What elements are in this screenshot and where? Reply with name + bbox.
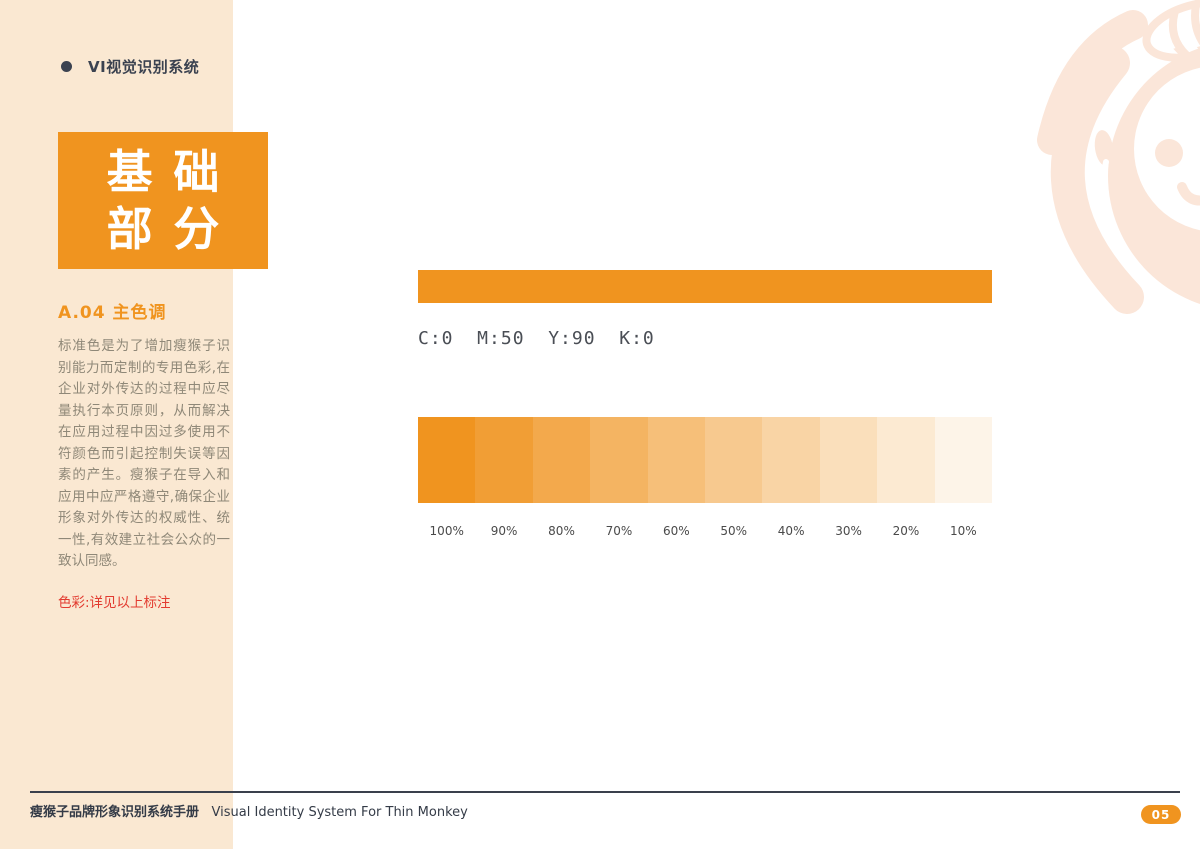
tint-swatch-40%	[762, 417, 820, 503]
footer-title-cn: 瘦猴子品牌形象识别系统手册	[30, 805, 200, 820]
tint-label-50%: 50%	[720, 524, 748, 538]
tint-label-80%: 80%	[548, 524, 575, 538]
tint-swatch-10%	[934, 417, 993, 503]
thin-monkey-logo-watermark	[1037, 0, 1200, 314]
tint-label-40%: 40%	[777, 524, 805, 538]
monkey-arm	[1037, 10, 1148, 155]
tint-label-90%: 90%	[490, 524, 518, 538]
section-title-line2: 部分	[106, 201, 241, 256]
footer-text: 瘦猴子品牌形象识别系统手册 Visual Identity System For…	[30, 801, 468, 820]
banana-icon	[1142, 0, 1200, 62]
tint-swatch-20%	[877, 417, 935, 503]
footer-title-en: Visual Identity System For Thin Monkey	[211, 805, 468, 820]
monkey-body-arc	[1050, 46, 1144, 314]
tint-label-100%: 100%	[429, 524, 464, 538]
color-note: 色彩:详见以上标注	[58, 595, 171, 611]
tint-swatch-70%	[590, 417, 648, 503]
header-title: VI视觉识别系统	[88, 58, 200, 76]
tint-swatch-90%	[475, 417, 533, 503]
header: VI视觉识别系统	[61, 56, 199, 77]
tint-label-70%: 70%	[605, 524, 633, 538]
tint-swatch-80%	[532, 417, 591, 503]
tint-label-20%: 20%	[892, 524, 920, 538]
section-body-text: 标准色是为了增加瘦猴子识别能力而定制的专用色彩,在企业对外传达的过程中应尽量执行…	[58, 338, 230, 569]
footer-divider	[30, 791, 1180, 793]
tint-swatch-50%	[705, 417, 763, 503]
tint-swatch-30%	[819, 417, 878, 503]
tint-swatch-100%	[418, 417, 476, 503]
page-number-badge: 05	[1141, 805, 1181, 824]
monkey-eye-icon	[1155, 139, 1183, 167]
section-title-line1: 基础	[106, 144, 241, 199]
cmyk-value-label: C:0 M:50 Y:90 K:0	[418, 328, 655, 349]
monkey-cheek-line	[1100, 159, 1112, 217]
primary-color-bar	[418, 270, 992, 303]
monkey-ear	[1094, 130, 1114, 166]
monkey-smile	[1177, 182, 1200, 206]
tint-scale	[418, 417, 993, 503]
section-title-box: 基础 部分	[58, 132, 268, 269]
tint-label-60%: 60%	[662, 524, 690, 538]
bullet-icon	[61, 61, 72, 72]
section-heading: A.04 主色调	[58, 303, 167, 323]
tint-label-30%: 30%	[835, 524, 862, 538]
tint-scale-labels: 100% 90% 80% 70% 60% 50% 40% 30% 20% 10%	[418, 524, 992, 538]
tint-swatch-60%	[647, 417, 706, 503]
tint-label-10%: 10%	[950, 524, 977, 538]
